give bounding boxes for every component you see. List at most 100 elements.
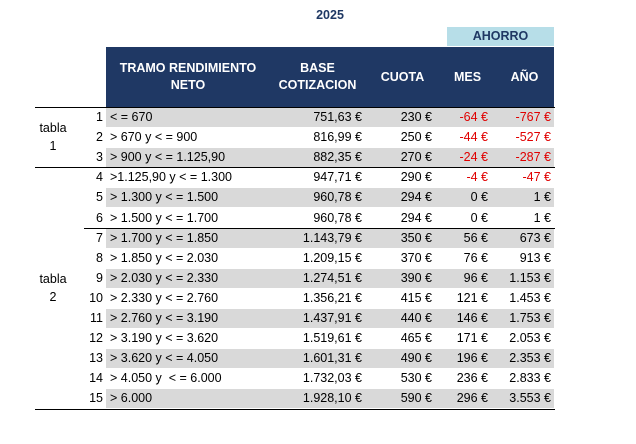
- column-header: CUOTA: [380, 69, 425, 84]
- row-stripe: [106, 268, 554, 288]
- table-cell: 294 €: [400, 190, 432, 205]
- table-cell: 296 €: [456, 391, 488, 406]
- table-cell: 270 €: [400, 150, 432, 165]
- table-cell: 3.553 €: [509, 391, 551, 406]
- table-cell: -24 €: [459, 150, 489, 165]
- table-cell: 3: [96, 150, 103, 165]
- table-cell: > 2.330 y < = 2.760: [110, 290, 219, 305]
- table-cell: > 670 y < = 900: [110, 130, 198, 145]
- group-label: tabla 2: [39, 271, 67, 304]
- table-cell: 5: [96, 190, 103, 205]
- table-cell: 490 €: [400, 351, 432, 366]
- table-cell: 76 €: [463, 250, 488, 265]
- table-cell: 1.732,03 €: [302, 371, 362, 386]
- table-cell: > 2.030 y < = 2.330: [110, 270, 219, 285]
- table-cell: 1 €: [533, 190, 551, 205]
- table-cell: 673 €: [519, 230, 551, 245]
- table-cell: 1: [96, 110, 103, 124]
- title: 2025: [316, 8, 344, 22]
- table-cell: 1.601,31 €: [302, 351, 362, 366]
- table-cell: -47 €: [522, 170, 552, 185]
- table-cell: 11: [90, 311, 103, 325]
- table-cell: 96 €: [463, 270, 488, 285]
- group-label: tabla 1: [39, 121, 67, 154]
- table-cell: 171 €: [456, 331, 488, 346]
- table-cell: 390 €: [400, 270, 432, 285]
- table-cell: 350 €: [400, 230, 432, 245]
- table-cell: 7: [96, 230, 103, 245]
- table-cell: 9: [96, 270, 103, 285]
- table-cell: 14: [89, 371, 103, 386]
- rule: [84, 227, 555, 229]
- table-cell: 2.053 €: [509, 331, 551, 346]
- table-cell: 146 €: [456, 311, 488, 325]
- table-cell: < = 670: [110, 110, 153, 124]
- table-cell: 465 €: [400, 331, 432, 346]
- table-cell: 236 €: [456, 371, 488, 386]
- table-cell: > 1.300 y < = 1.500: [110, 190, 219, 205]
- table-cell: -287 €: [515, 150, 551, 165]
- table-cell: 230 €: [400, 110, 432, 124]
- table-cell: 12: [89, 331, 103, 346]
- table-cell: 590 €: [400, 391, 432, 406]
- row-stripe: [106, 108, 554, 128]
- table-cell: -4 €: [466, 170, 488, 185]
- column-header: MES: [453, 69, 482, 84]
- table-cell: 0 €: [470, 210, 488, 225]
- table-cell: 290 €: [400, 170, 432, 185]
- rule: [35, 107, 555, 108]
- rule: [35, 167, 555, 169]
- table-cell: 370 €: [400, 250, 432, 265]
- table-cell: 1.437,91 €: [302, 311, 362, 325]
- table-cell: 10: [89, 290, 103, 305]
- table-cell: 960,78 €: [313, 190, 362, 205]
- column-header: BASE COTIZACION: [278, 61, 357, 92]
- table-cell: 947,71 €: [313, 170, 362, 185]
- column-header: AÑO: [510, 69, 539, 84]
- table-cell: 1.753 €: [509, 311, 551, 325]
- table-cell: 56 €: [463, 230, 488, 245]
- table-cell: 15: [89, 391, 103, 406]
- table-cell: > 1.500 y < = 1.700: [110, 210, 219, 225]
- table-cell: 1.274,51 €: [302, 270, 362, 285]
- table-cell: > 900 y < = 1.125,90: [110, 150, 226, 165]
- table-cell: > 1.700 y < = 1.850: [110, 230, 219, 245]
- table-cell: 960,78 €: [313, 210, 362, 225]
- table-cell: 294 €: [400, 210, 432, 225]
- table-cell: 1.453 €: [509, 290, 551, 305]
- column-header: TRAMO RENDIMIENTO NETO: [119, 61, 257, 92]
- table-cell: 121 €: [456, 290, 488, 305]
- table-cell: 13: [89, 351, 103, 366]
- table-cell: > 6.000: [110, 391, 153, 406]
- table-cell: 2.833 €: [509, 371, 551, 386]
- table-cell: 1.209,15 €: [302, 250, 362, 265]
- table-cell: 1.143,79 €: [302, 230, 362, 245]
- table-cell: 196 €: [456, 351, 488, 366]
- row-stripe: [106, 188, 554, 208]
- table-cell: -767 €: [515, 110, 551, 124]
- table-cell: 1.519,61 €: [302, 331, 362, 346]
- table-cell: 882,35 €: [313, 150, 362, 165]
- group-header: AHORRO: [447, 27, 554, 46]
- table-cell: 751,63 €: [313, 110, 362, 124]
- table-cell: 1.356,21 €: [302, 290, 362, 305]
- table-cell: > 3.190 y < = 3.620: [110, 331, 219, 346]
- table-cell: 0 €: [470, 190, 488, 205]
- row-stripe: [106, 389, 554, 409]
- table-cell: -64 €: [459, 110, 489, 124]
- table-cell: -44 €: [459, 130, 489, 145]
- table-cell: 1.928,10 €: [302, 391, 362, 406]
- table-cell: > 1.850 y < = 2.030: [110, 250, 219, 265]
- table-cell: 8: [96, 250, 103, 265]
- header-band: [106, 47, 554, 107]
- table-cell: 2: [96, 130, 103, 145]
- table-cell: 440 €: [400, 311, 432, 325]
- table-cell: 530 €: [400, 371, 432, 386]
- table-cell: 816,99 €: [313, 130, 362, 145]
- row-stripe: [106, 349, 554, 369]
- row-stripe: [106, 228, 554, 248]
- table-cell: 2.353 €: [509, 351, 551, 366]
- table-cell: 415 €: [400, 290, 432, 305]
- row-stripe: [106, 148, 554, 168]
